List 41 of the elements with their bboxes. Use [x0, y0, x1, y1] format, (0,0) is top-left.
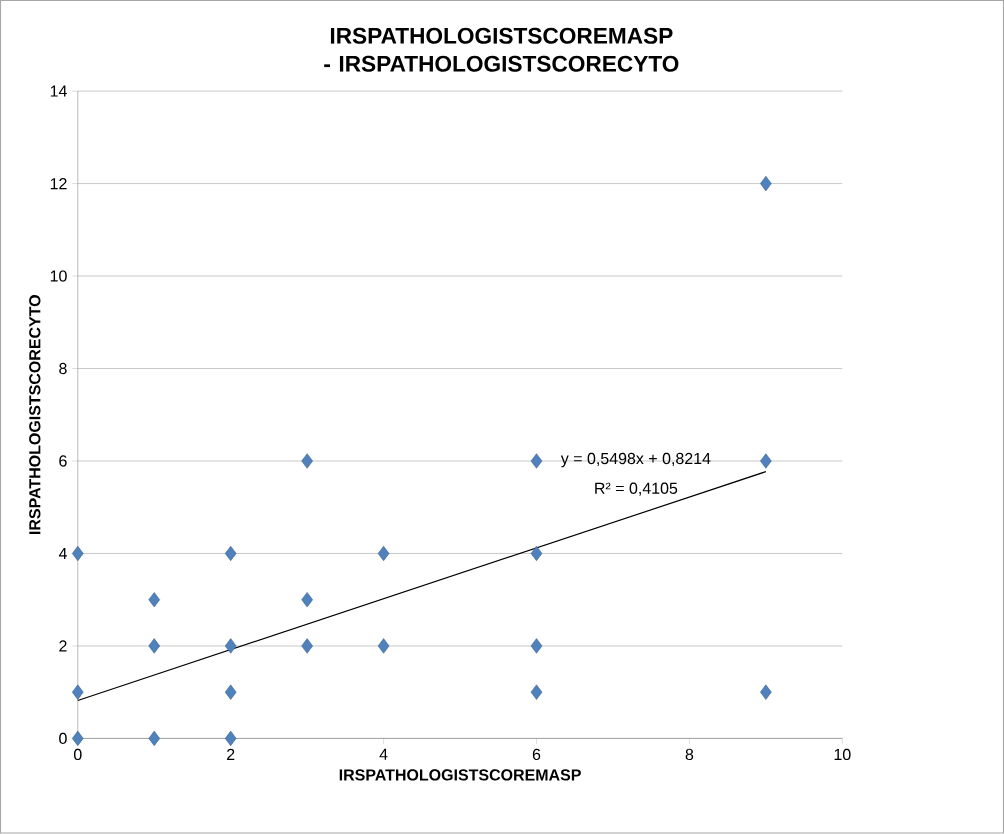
point — [224, 546, 237, 562]
annotation: R² = 0,4105 — [595, 482, 678, 497]
y-tick-label: 6 — [59, 455, 67, 467]
point — [530, 546, 543, 562]
x-axis-title: IRSPATHOLOGISTSCOREMASP — [339, 769, 581, 781]
point — [301, 638, 313, 654]
point — [224, 731, 237, 747]
x-tick-label: 8 — [685, 749, 694, 761]
point — [377, 638, 390, 654]
point — [148, 638, 160, 654]
y-tick-label: 2 — [59, 640, 67, 652]
x-tick-label: 4 — [379, 749, 388, 761]
point — [760, 453, 772, 469]
point — [301, 592, 313, 608]
point — [530, 638, 543, 654]
chart-title: IRSPATHOLOGISTSCOREMASP - IRSPATHOLOGISTSCORECYTO — [324, 28, 679, 73]
x-tick-label: 6 — [532, 749, 541, 761]
point — [530, 453, 543, 469]
x-tick-label: 10 — [834, 749, 851, 761]
point — [530, 684, 543, 701]
point — [148, 731, 160, 747]
point — [377, 546, 390, 562]
point — [72, 731, 84, 747]
y-tick-label: 0 — [59, 733, 67, 745]
y-tick-label: 14 — [50, 85, 67, 97]
point — [72, 684, 84, 701]
y-axis-title: IRSPATHOLOGISTSCORECYTO — [29, 295, 41, 535]
point — [148, 592, 160, 608]
point — [760, 684, 772, 701]
y-tick-label: 8 — [59, 363, 67, 375]
point — [224, 684, 237, 701]
y-tick-label: 12 — [50, 178, 67, 190]
point — [72, 546, 84, 562]
point — [760, 176, 772, 192]
x-tick-label: 0 — [73, 749, 82, 761]
y-tick-label: 10 — [50, 270, 67, 282]
annotation: y = 0,5498x + 0,8214 — [560, 453, 711, 468]
y-tick-label: 4 — [58, 548, 67, 560]
x-tick-label: 2 — [227, 749, 235, 761]
point — [224, 638, 237, 654]
point — [301, 453, 313, 469]
